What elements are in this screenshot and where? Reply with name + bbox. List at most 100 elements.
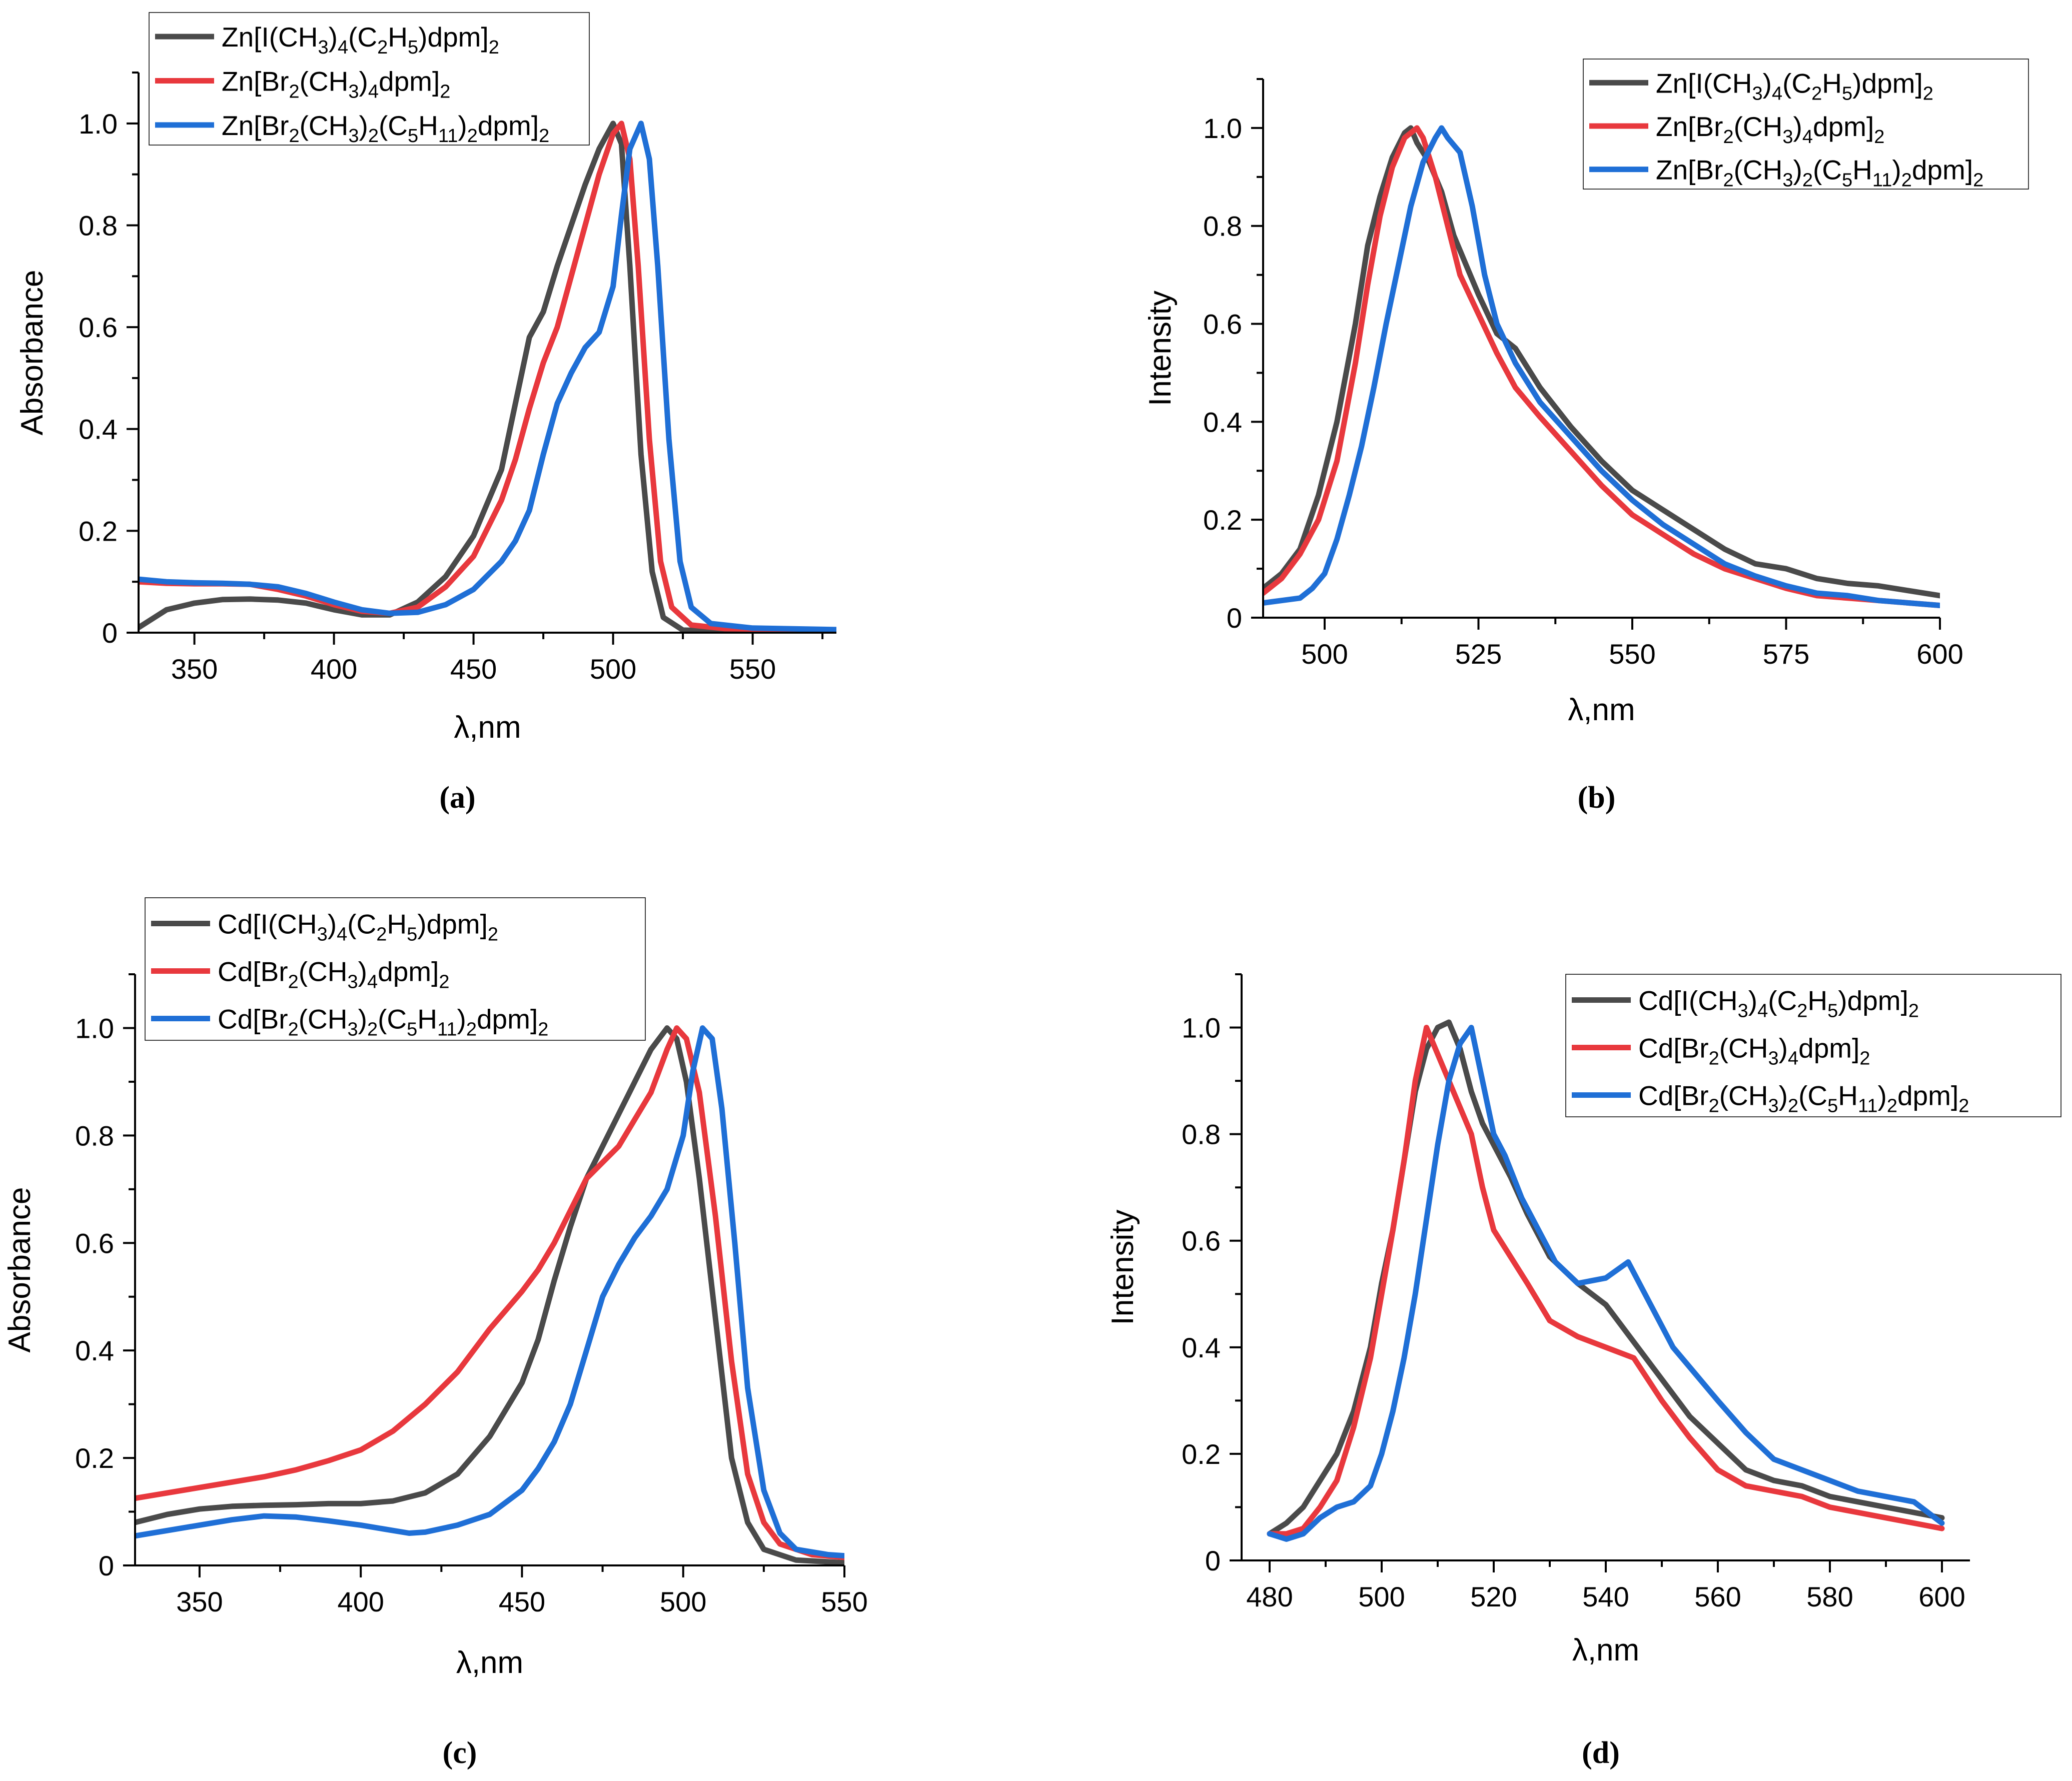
- legend-label-part: 3: [1768, 1096, 1779, 1117]
- legend-label-part: H: [417, 1004, 437, 1035]
- series-line-1: [1267, 1019, 1945, 1537]
- legend-label-part: ): [359, 66, 368, 97]
- legend-label-part: ): [1763, 68, 1772, 99]
- legend-label-part: 2: [1923, 83, 1933, 104]
- panel-label: (c): [443, 1736, 477, 1770]
- legend-label: Zn[Br2(CH3)4dpm]2: [222, 66, 450, 103]
- legend-label-part: 3: [1752, 83, 1763, 104]
- x-tick-label: 450: [450, 653, 497, 685]
- legend-label-part: 2: [1901, 170, 1912, 191]
- legend-label-part: 3: [348, 972, 358, 993]
- x-tick-label: 500: [1301, 638, 1348, 670]
- y-tick-label: 1.0: [1182, 1012, 1221, 1044]
- legend-label-part: Cd[Br: [1638, 1033, 1709, 1064]
- y-tick-label: 0: [1227, 602, 1242, 634]
- legend-label-part: dpm]: [379, 66, 440, 97]
- x-tick-label: 580: [1806, 1581, 1853, 1612]
- y-tick-label: 0.6: [1182, 1225, 1221, 1257]
- y-tick-label: 0.8: [79, 210, 118, 241]
- x-tick-label: 500: [660, 1586, 706, 1617]
- legend-label-part: dpm]: [478, 110, 539, 141]
- x-tick-label: 560: [1694, 1581, 1741, 1612]
- x-tick-label: 350: [171, 653, 218, 685]
- legend-label: Cd[Br2(CH3)2(C5H11)2dpm]2: [1638, 1080, 1969, 1117]
- x-tick-label: 400: [337, 1586, 384, 1617]
- legend-label-part: 2: [467, 126, 478, 147]
- legend-label-part: Cd[I(CH: [1638, 985, 1738, 1016]
- legend-label-part: H: [1807, 985, 1827, 1016]
- legend-label: Cd[Br2(CH3)2(C5H11)2dpm]2: [218, 1004, 548, 1040]
- y-tick-label: 0: [1205, 1545, 1221, 1576]
- legend-label-part: Zn[I(CH: [222, 22, 318, 53]
- legend-label-part: H: [1838, 1080, 1858, 1111]
- y-tick-label: 1.0: [75, 1012, 114, 1044]
- legend-label-part: ): [1748, 985, 1757, 1016]
- legend-label-part: ): [1877, 1080, 1886, 1111]
- x-tick-label: 540: [1582, 1581, 1629, 1612]
- legend-label-part: Cd[Br: [1638, 1080, 1709, 1111]
- legend-label-part: 2: [489, 37, 499, 58]
- series-line-2: [135, 1025, 844, 1560]
- series-line-1: [1263, 125, 1940, 599]
- series-line-3: [1263, 125, 1940, 608]
- y-tick-label: 0.2: [75, 1442, 114, 1474]
- legend-label-part: 3: [318, 37, 329, 58]
- legend-label: Cd[I(CH3)4(C2H5)dpm]2: [218, 909, 498, 945]
- legend-label-part: H: [1852, 155, 1872, 186]
- legend-label-part: 4: [1788, 1048, 1798, 1069]
- x-axis-title: λ,nm: [1568, 693, 1635, 727]
- legend-label-part: 2: [488, 924, 498, 945]
- legend-label-part: )dpm]: [417, 909, 488, 940]
- legend-label-part: 2: [1874, 127, 1884, 148]
- series-line-3: [139, 121, 836, 633]
- legend-label-part: Zn[Br: [222, 66, 289, 97]
- legend-box: [1565, 974, 2061, 1117]
- y-tick-label: 0: [102, 617, 118, 649]
- legend-label-part: 2: [538, 1019, 548, 1040]
- x-tick-label: 400: [311, 653, 357, 685]
- series-line-2: [1263, 125, 1940, 608]
- legend-label-part: 2: [1788, 1096, 1798, 1117]
- legend-label-part: 2: [377, 37, 388, 58]
- legend-label-part: 2: [1723, 170, 1733, 191]
- legend-label-part: 2: [288, 972, 299, 993]
- legend-label-part: 3: [1782, 170, 1793, 191]
- legend-label-part: 2: [1811, 83, 1822, 104]
- legend-label-part: 2: [440, 82, 450, 103]
- y-axis-title: Intensity: [1143, 291, 1178, 406]
- y-tick-label: 0.4: [75, 1335, 114, 1366]
- x-tick-label: 550: [821, 1586, 867, 1617]
- legend-label-part: 11: [438, 126, 458, 147]
- legend-label-part: 2: [1973, 170, 1983, 191]
- legend: Cd[I(CH3)4(C2H5)dpm]2Cd[Br2(CH3)4dpm]2Cd…: [1565, 974, 2061, 1117]
- legend-label-part: (C: [1768, 985, 1797, 1016]
- legend-label-part: 5: [1827, 1096, 1838, 1117]
- legend-label-part: Zn[Br: [222, 110, 289, 141]
- legend-label-part: (C: [348, 22, 377, 53]
- legend-label-part: 3: [1782, 127, 1793, 148]
- y-axis-title: Intensity: [1106, 1210, 1140, 1325]
- x-tick-label: 550: [729, 653, 776, 685]
- x-tick-label: 500: [590, 653, 636, 685]
- legend-label-part: 2: [288, 1019, 299, 1040]
- legend-label-part: )dpm]: [1838, 985, 1908, 1016]
- legend-label: Zn[I(CH3)4(C2H5)dpm]2: [1656, 68, 1933, 104]
- y-tick-label: 0.4: [1203, 406, 1242, 438]
- legend-label-part: ): [328, 909, 337, 940]
- legend-label-part: 4: [1772, 83, 1782, 104]
- legend-label-part: (C: [1798, 1080, 1827, 1111]
- legend-label-part: ): [1793, 111, 1802, 142]
- y-tick-label: 0.2: [1203, 504, 1242, 536]
- legend-label-part: Zn[Br: [1656, 155, 1723, 186]
- legend-label-part: 5: [1842, 83, 1852, 104]
- x-tick-label: 450: [499, 1586, 545, 1617]
- chart-panel-d: 480 500 520 540 560 580 600 0 0.2 0.4 0.6 0.8 1.0 λ,n…: [1106, 973, 1970, 1667]
- legend-label-part: 2: [1887, 1096, 1897, 1117]
- x-axis-title: λ,nm: [456, 1645, 523, 1680]
- legend-label: Cd[Br2(CH3)4dpm]2: [1638, 1033, 1870, 1069]
- legend-label-part: 2: [1958, 1096, 1969, 1117]
- legend: Cd[I(CH3)4(C2H5)dpm]2Cd[Br2(CH3)4dpm]2Cd…: [145, 897, 646, 1041]
- y-tick-label: 0.8: [1203, 211, 1242, 242]
- legend-label-part: 2: [367, 1019, 378, 1040]
- y-tick-label: 0.2: [79, 515, 118, 547]
